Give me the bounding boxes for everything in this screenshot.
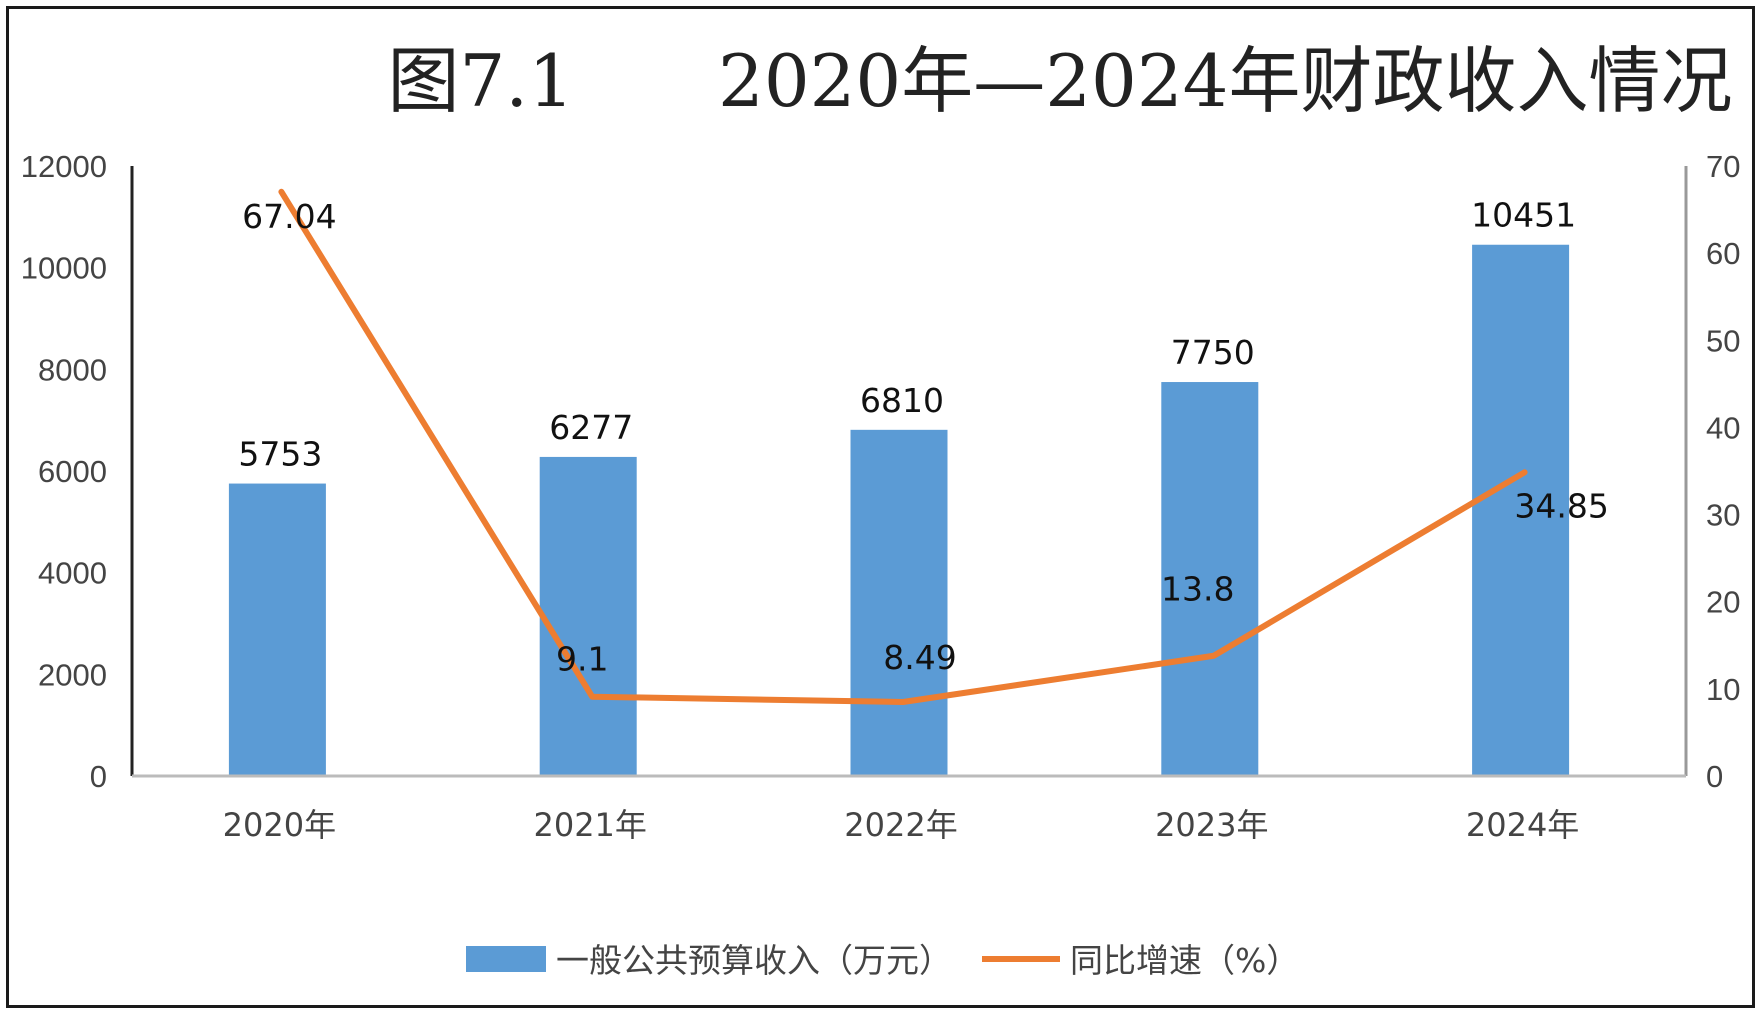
bar [1472, 244, 1570, 776]
bar-data-label: 5753 [238, 435, 322, 474]
chart-title: 图7.1 2020年—2024年财政收入情况 [388, 39, 1733, 123]
line-data-label: 13.8 [1161, 570, 1234, 609]
left-axis-tick-label: 6000 [38, 454, 107, 489]
left-axis-tick-label: 4000 [38, 556, 107, 591]
line-series [278, 188, 1528, 706]
line-data-label: 9.1 [556, 640, 608, 679]
bar-data-label: 6277 [549, 408, 633, 447]
bar-data-label: 10451 [1471, 196, 1576, 235]
left-axis-tick-label: 8000 [38, 352, 107, 387]
line-data-label: 8.49 [883, 638, 956, 677]
category-label: 2024年 [1466, 806, 1579, 844]
left-axis-tick-label: 2000 [38, 657, 107, 692]
category-label: 2021年 [533, 806, 646, 844]
right-axis-tick-label: 70 [1706, 149, 1740, 184]
legend-swatch-bar [466, 946, 546, 972]
legend-label-bar: 一般公共预算收入（万元） [556, 941, 952, 980]
line-data-label: 67.04 [242, 197, 336, 236]
right-axis-tick-label: 40 [1706, 410, 1740, 445]
category-axis: 2020年 2021年 2022年 2023年 2024年 [132, 774, 1686, 844]
bar [1161, 382, 1259, 776]
left-axis-tick-label: 12000 [21, 149, 107, 184]
left-axis-tick-label: 10000 [21, 251, 107, 286]
bar [539, 456, 637, 776]
bar [850, 429, 948, 776]
line-data-label: 34.85 [1514, 486, 1608, 525]
bar-data-label: 6810 [860, 381, 944, 420]
series-line [278, 188, 1528, 706]
right-axis-tick-label: 60 [1706, 236, 1740, 271]
bar-series [228, 244, 1570, 776]
category-label: 2023年 [1155, 806, 1268, 844]
right-axis-tick-label: 10 [1706, 672, 1740, 707]
category-label: 2022年 [844, 806, 957, 844]
legend-label-line: 同比增速（%） [1070, 941, 1299, 980]
left-axis-tick-label: 0 [90, 759, 107, 794]
right-y-axis: 0 10 20 30 40 50 60 70 [1684, 149, 1740, 794]
category-label: 2020年 [223, 806, 336, 844]
data-labels: 5753 6277 6810 7750 10451 67.04 9.1 8.49 13.8 34.… [238, 196, 1608, 679]
left-y-axis: 0 2000 4000 6000 8000 10000 12000 [21, 149, 134, 794]
bar [228, 483, 326, 776]
right-axis-tick-label: 20 [1706, 585, 1740, 620]
right-axis-tick-label: 30 [1706, 498, 1740, 533]
right-axis-tick-label: 0 [1706, 759, 1723, 794]
legend: 一般公共预算收入（万元） 同比增速（%） [466, 941, 1299, 980]
bar-data-label: 7750 [1171, 333, 1255, 372]
right-axis-tick-label: 50 [1706, 323, 1740, 358]
